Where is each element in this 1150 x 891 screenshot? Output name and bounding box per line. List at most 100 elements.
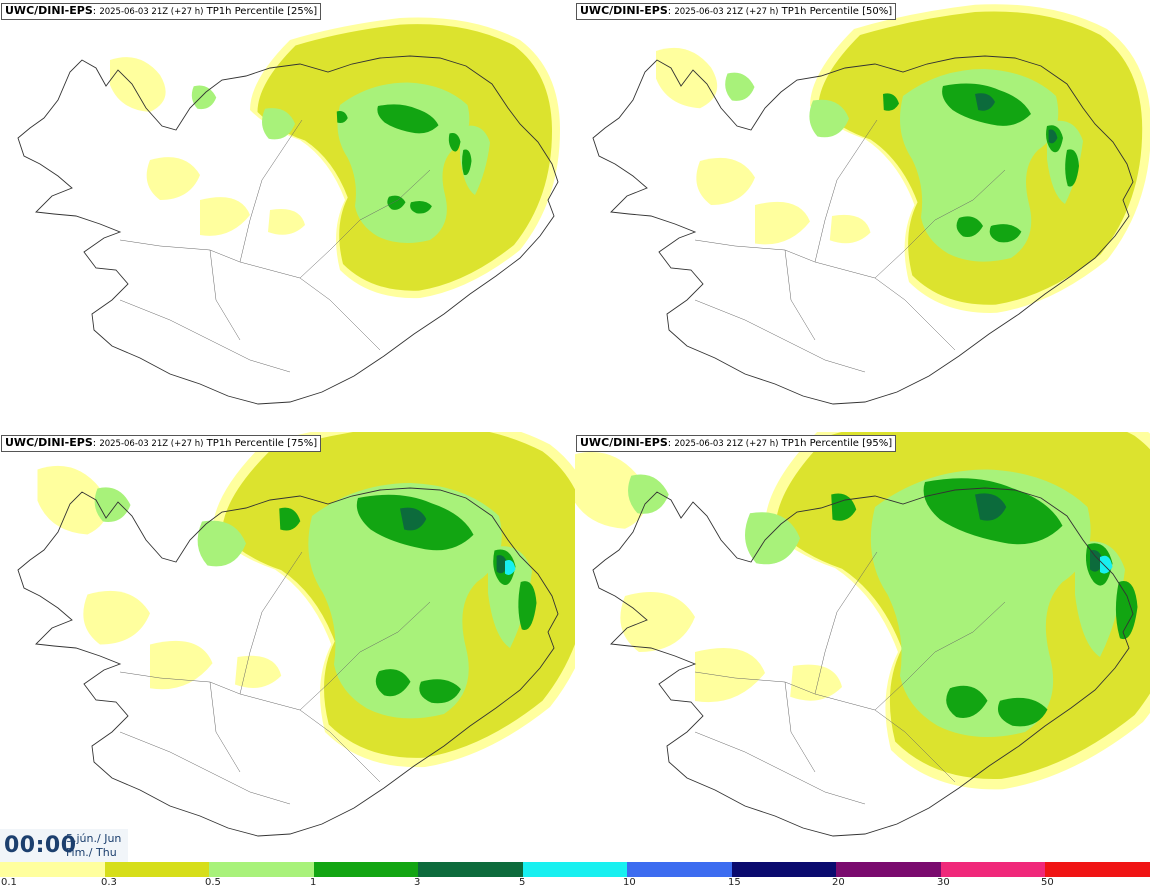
coastline xyxy=(592,55,1134,405)
panel-title: UWC/DINI-EPS: 2025-06-03 21Z (+27 h) TP1… xyxy=(576,435,897,452)
colorbar-swatch xyxy=(313,862,419,877)
field-name: TP1h Percentile [95%] xyxy=(781,438,893,449)
colorbar-tick-label: 5 xyxy=(519,877,526,888)
colorbar-swatch xyxy=(418,862,523,877)
colorbar-swatch xyxy=(627,862,732,877)
run-time: 2025-06-03 21Z (+27 h) xyxy=(99,439,204,449)
precip-area xyxy=(831,493,857,521)
colorbar-swatch xyxy=(940,862,1046,877)
precip-area xyxy=(387,195,406,210)
precip-area xyxy=(518,581,537,630)
precip-area xyxy=(110,57,166,112)
precip-area xyxy=(268,209,305,235)
precip-map xyxy=(17,432,575,837)
colorbar-swatch xyxy=(209,862,314,877)
precip-area xyxy=(375,669,411,697)
valid-time: 00:00 xyxy=(4,833,77,858)
precip-area xyxy=(696,157,755,205)
precip-area xyxy=(262,108,295,140)
precip-area xyxy=(883,93,899,111)
valid-date-line2: Fim./ Thu xyxy=(66,846,117,859)
precip-area xyxy=(575,452,647,529)
field-name: TP1h Percentile [50%] xyxy=(781,6,893,17)
precip-area xyxy=(1065,149,1079,187)
colorbar-tick-label: 0.1 xyxy=(1,877,17,888)
panel-title: UWC/DINI-EPS: 2025-06-03 21Z (+27 h) TP1… xyxy=(1,435,322,452)
run-time: 2025-06-03 21Z (+27 h) xyxy=(674,439,779,449)
model-name: UWC/DINI-EPS xyxy=(5,436,93,449)
contour-band-1 xyxy=(336,104,472,214)
valid-time-box: 00:00 5.jún./ Jun Fim./ Thu xyxy=(0,829,128,862)
colorbar-swatch xyxy=(836,862,941,877)
colorbar-swatch xyxy=(0,862,105,877)
panel-title: UWC/DINI-EPS: 2025-06-03 21Z (+27 h) TP1… xyxy=(1,3,322,20)
precip-area xyxy=(997,697,1048,727)
precip-area xyxy=(975,493,1007,521)
precip-area xyxy=(1100,555,1113,574)
map-panel-95: UWC/DINI-EPS: 2025-06-03 21Z (+27 h) TP1… xyxy=(575,432,1150,860)
precip-area xyxy=(410,200,432,214)
colorbar-tick-label: 50 xyxy=(1041,877,1054,888)
colorbar-labels: 0.1 0.3 0.5 1 3 5 10 15 20 30 50 xyxy=(0,876,1150,891)
valid-date-line1: 5.jún./ Jun xyxy=(66,832,122,845)
panel-title: UWC/DINI-EPS: 2025-06-03 21Z (+27 h) TP1… xyxy=(576,3,897,20)
precip-map xyxy=(592,4,1150,405)
road-network xyxy=(694,551,1006,805)
precip-area xyxy=(448,132,461,152)
field-name: TP1h Percentile [25%] xyxy=(206,6,318,17)
run-time: 2025-06-03 21Z (+27 h) xyxy=(99,7,204,17)
colorbar-tick-label: 10 xyxy=(623,877,636,888)
precip-area xyxy=(725,72,755,101)
colorbar-swatch xyxy=(104,862,210,877)
precip-area xyxy=(150,640,213,690)
precip-colorbar xyxy=(0,862,1150,877)
colorbar-tick-label: 3 xyxy=(414,877,421,888)
precip-map xyxy=(575,432,1150,837)
contour-band-3 xyxy=(975,493,1104,572)
precip-area xyxy=(37,465,108,535)
precip-area xyxy=(336,111,348,124)
field-name: TP1h Percentile [75%] xyxy=(206,438,318,449)
precip-area xyxy=(695,648,765,703)
model-name: UWC/DINI-EPS xyxy=(580,4,668,17)
precip-area xyxy=(419,679,461,704)
colorbar-swatch xyxy=(1045,862,1150,877)
precip-area xyxy=(989,224,1022,243)
precip-area xyxy=(505,559,516,575)
precip-area xyxy=(460,125,490,195)
precip-area xyxy=(400,507,427,531)
valid-date: 5.jún./ Jun Fim./ Thu xyxy=(66,832,121,860)
model-name: UWC/DINI-EPS xyxy=(580,436,668,449)
precip-area xyxy=(829,214,871,244)
road-network xyxy=(119,551,431,805)
precip-area xyxy=(745,512,800,565)
precip-area xyxy=(1048,129,1058,144)
precip-area xyxy=(279,507,301,531)
colorbar-tick-label: 20 xyxy=(832,877,845,888)
coastline xyxy=(592,487,1134,837)
precip-area xyxy=(200,197,250,236)
run-time: 2025-06-03 21Z (+27 h) xyxy=(674,7,779,17)
colorbar-swatch xyxy=(522,862,628,877)
precip-area xyxy=(755,201,810,245)
precip-area xyxy=(146,157,200,200)
coastline xyxy=(17,55,559,405)
precip-area xyxy=(956,216,983,238)
colorbar-tick-label: 30 xyxy=(937,877,950,888)
precip-area xyxy=(1115,580,1138,640)
precip-area xyxy=(377,104,439,134)
road-network xyxy=(694,119,1006,373)
contour-band-1 xyxy=(279,494,537,704)
precip-area xyxy=(462,149,472,176)
coastline xyxy=(17,487,559,837)
road-network xyxy=(119,119,431,373)
precip-area xyxy=(94,487,131,522)
colorbar-tick-label: 15 xyxy=(728,877,741,888)
precip-area xyxy=(197,520,246,567)
precip-map xyxy=(17,17,560,405)
colorbar-swatch xyxy=(731,862,837,877)
precip-area xyxy=(235,655,282,688)
map-panel-25: UWC/DINI-EPS: 2025-06-03 21Z (+27 h) TP1… xyxy=(0,0,575,428)
contour-band-5 xyxy=(1100,555,1113,574)
contour-band-5 xyxy=(505,559,516,575)
